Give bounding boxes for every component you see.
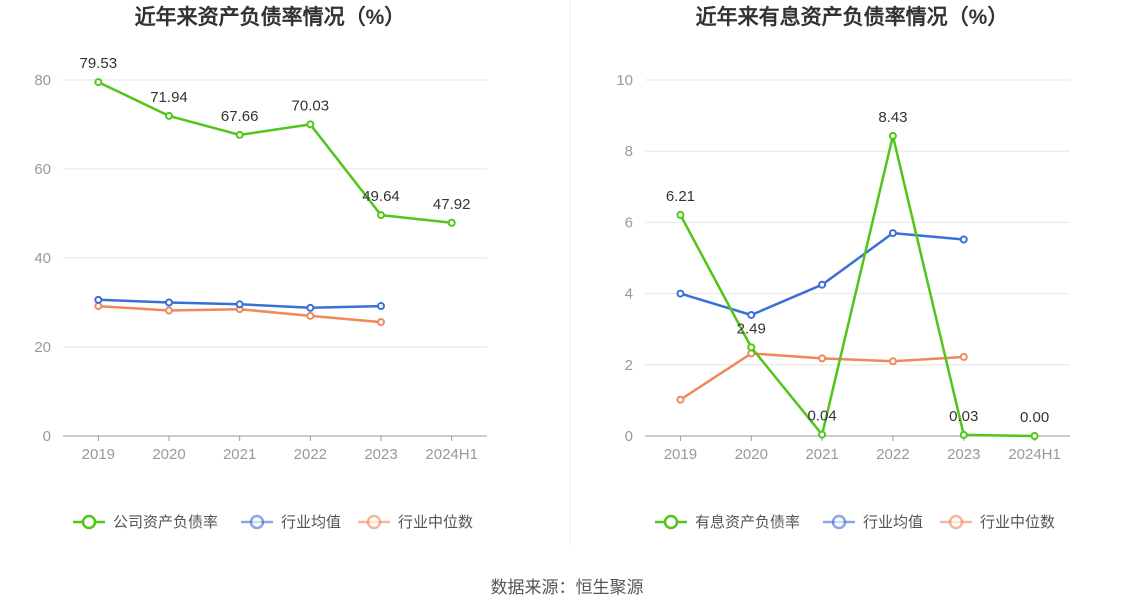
data-point	[959, 352, 968, 361]
data-label: 0.04	[807, 408, 836, 425]
data-point	[377, 318, 385, 327]
legend-marker-icon	[366, 514, 382, 530]
x-tick-label: 2022	[294, 446, 327, 463]
x-tick-label: 2021	[223, 446, 256, 463]
data-label: 47.92	[433, 196, 471, 213]
legend-label[interactable]: 行业均值	[281, 514, 341, 531]
data-point	[676, 289, 685, 298]
data-point	[676, 210, 685, 219]
data-label: 8.43	[878, 109, 907, 126]
data-point	[818, 430, 827, 439]
data-label: 2.49	[737, 320, 766, 337]
data-point	[165, 111, 173, 120]
data-point	[306, 120, 315, 129]
data-point	[747, 310, 756, 319]
x-tick-label: 2019	[82, 446, 115, 463]
x-tick-label: 2020	[152, 446, 185, 463]
y-tick-label: 6	[625, 214, 633, 231]
y-tick-label: 80	[34, 72, 51, 89]
data-point	[818, 280, 827, 289]
data-label: 49.64	[362, 188, 400, 205]
y-tick-label: 0	[625, 428, 633, 445]
legend-marker-icon	[249, 514, 265, 530]
legend-marker-icon	[831, 514, 847, 530]
legend-label[interactable]: 行业均值	[863, 514, 923, 531]
interest-debt-ratio-chart: 近年来有息资产负债率情况（%） 0 2 4 6 8 10 2019 2020 2021 2022 2…	[616, 5, 1070, 531]
data-point	[959, 430, 968, 439]
legend-marker-icon	[81, 514, 97, 530]
x-tick-label: 2023	[364, 446, 397, 463]
x-tick-label: 2024H1	[425, 446, 478, 463]
legend-label[interactable]: 有息资产负债率	[695, 514, 800, 531]
y-tick-label: 10	[616, 72, 633, 89]
series-line	[680, 231, 964, 317]
x-tick-label: 2021	[805, 446, 838, 463]
legend-label[interactable]: 行业中位数	[980, 514, 1055, 531]
legend-label[interactable]: 公司资产负债率	[113, 514, 218, 531]
series-line	[97, 80, 452, 225]
y-tick-label: 4	[625, 286, 633, 303]
data-point	[888, 357, 897, 366]
data-point	[377, 211, 385, 220]
chart-title: 近年来资产负债率情况（%）	[135, 5, 406, 29]
legend-marker-icon	[663, 514, 679, 530]
y-tick-label: 40	[34, 250, 51, 267]
data-label: 0.03	[949, 408, 978, 425]
legend-marker-icon	[948, 514, 964, 530]
data-point	[377, 302, 385, 311]
data-point	[165, 298, 173, 307]
data-point	[94, 295, 103, 304]
data-label: 67.66	[221, 108, 259, 125]
data-point	[94, 302, 103, 311]
data-point	[818, 354, 827, 363]
data-point	[1030, 432, 1039, 440]
x-tick-label: 2024H1	[1008, 446, 1061, 463]
data-point	[165, 306, 173, 315]
source-label: 数据来源：恒生聚源	[491, 578, 644, 597]
data-label: 70.03	[292, 97, 330, 114]
y-tick-label: 2	[625, 357, 633, 374]
data-label: 71.94	[150, 89, 188, 106]
chart-title: 近年来有息资产负债率情况（%）	[696, 5, 1009, 29]
data-point	[235, 300, 244, 309]
data-point	[676, 395, 685, 404]
data-point	[94, 78, 103, 87]
x-tick-label: 2019	[664, 446, 697, 463]
data-point	[959, 235, 968, 244]
y-tick-label: 20	[34, 339, 51, 356]
data-label: 79.53	[80, 55, 118, 72]
y-tick-label: 60	[34, 161, 51, 178]
data-point	[306, 311, 315, 320]
data-point	[888, 229, 897, 238]
legend-label[interactable]: 行业中位数	[398, 514, 473, 531]
debt-ratio-chart: 近年来资产负债率情况（%） 0 20 40 60 80 2019 2020 2021 2022 2…	[34, 5, 487, 531]
x-tick-label: 2022	[876, 446, 909, 463]
data-point	[235, 130, 244, 139]
x-tick-label: 2023	[947, 446, 980, 463]
data-point	[747, 343, 756, 352]
data-point	[447, 218, 456, 227]
data-point	[306, 303, 315, 312]
data-label: 6.21	[666, 188, 695, 205]
y-tick-label: 0	[43, 428, 51, 445]
y-tick-label: 8	[625, 143, 633, 160]
data-label: 0.00	[1020, 409, 1049, 426]
x-tick-label: 2020	[735, 446, 768, 463]
data-point	[888, 131, 897, 140]
series-line	[679, 134, 1035, 438]
